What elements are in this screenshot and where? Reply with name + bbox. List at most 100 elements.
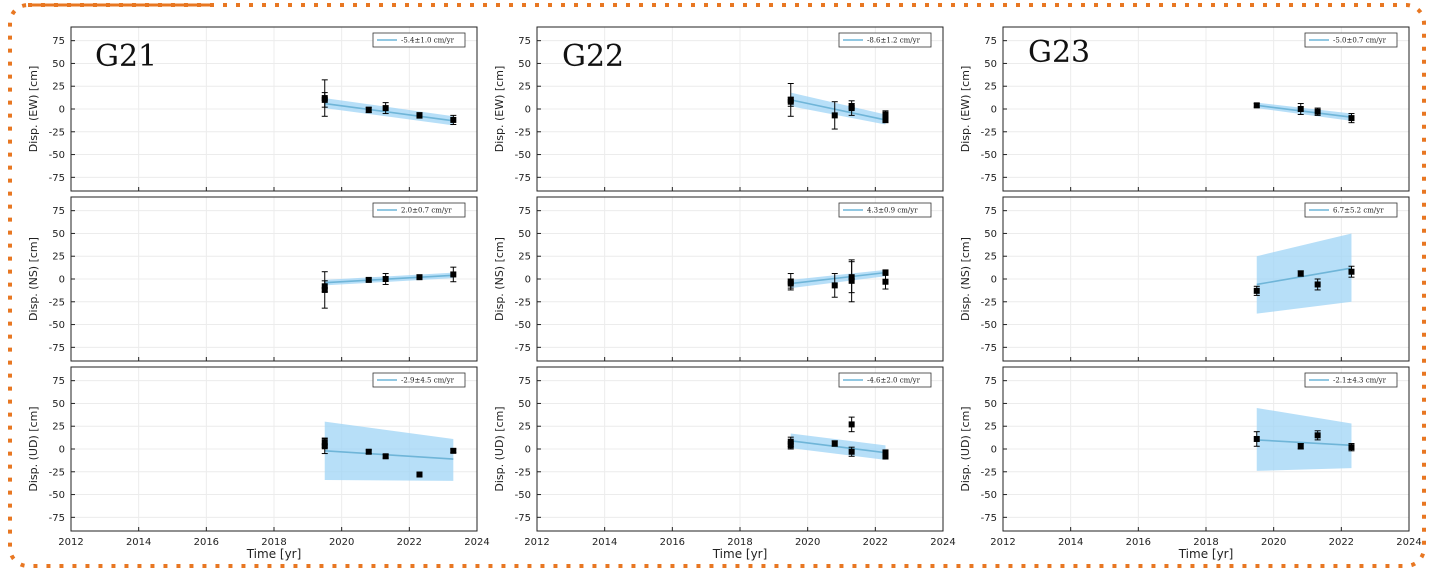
y-tick-label: -25 [515, 297, 531, 308]
y-tick-label: 50 [518, 59, 531, 70]
data-point [416, 471, 423, 478]
legend-box [372, 372, 466, 388]
data-point [848, 274, 855, 281]
data-point [882, 453, 889, 460]
y-axis-label: Disp. (NS) [cm] [959, 237, 972, 321]
fit-line [324, 450, 454, 460]
data-point [1348, 444, 1355, 451]
y-tick-label: 0 [59, 105, 65, 116]
y-tick-label: -75 [49, 343, 65, 354]
data-point [416, 274, 423, 281]
y-tick-label: 50 [984, 59, 997, 70]
legend-box [1304, 202, 1398, 218]
data-point [831, 282, 838, 289]
data-point [1314, 108, 1321, 115]
y-axis-label: Disp. (UD) [cm] [959, 406, 972, 491]
y-tick-label: -50 [515, 150, 531, 161]
station-label-g21: G21 [95, 39, 157, 74]
panel-g21-ns: 75 50 25 0 -25 -50 -75 Disp. (NS) [cm] 2.0±0.7 c… [27, 196, 478, 362]
y-tick-label: 75 [984, 376, 997, 387]
x-axis-label: Time [yr] [1178, 547, 1234, 561]
x-tick-label: 2012 [990, 537, 1015, 548]
x-tick-label: 2014 [1058, 537, 1083, 548]
y-tick-label: 0 [525, 275, 531, 286]
panel-g22-ns: 75 50 25 0 -25 -50 -75 Disp. (NS) [cm] 4.3±0.9 c… [493, 196, 944, 362]
x-tick-label: 2020 [1261, 537, 1286, 548]
fit-line [1256, 104, 1352, 118]
x-tick-label: 2014 [126, 537, 151, 548]
y-tick-label: -75 [981, 343, 997, 354]
data-point [1297, 106, 1304, 112]
data-point [1314, 432, 1321, 439]
x-tick-label: 2018 [261, 537, 286, 548]
panel-g23-ud: 75 50 25 0 -25 -50 -75 2012 2014 2016 2018 2020 2022… [959, 366, 1422, 561]
data-point [365, 106, 372, 113]
confidence-band [324, 421, 454, 481]
data-point [1253, 435, 1260, 442]
y-tick-label: -50 [981, 490, 997, 501]
y-tick-label: -75 [981, 513, 997, 524]
panel-g21-ew: 75 50 25 0 -25 -50 -75 Disp. (EW) [cm] -5.4±1.0 … [27, 26, 478, 192]
fit-line [1256, 267, 1352, 286]
x-tick-label: 2024 [464, 537, 489, 548]
y-tick-label: 25 [984, 422, 997, 433]
x-axis-label: Time [yr] [712, 547, 768, 561]
y-tick-label: -25 [981, 127, 997, 138]
y-tick-label: 0 [525, 445, 531, 456]
y-tick-label: 25 [984, 82, 997, 93]
data-point [787, 280, 794, 287]
data-point [382, 105, 389, 112]
y-tick-label: -75 [515, 343, 531, 354]
data-point [831, 112, 838, 119]
data-point [848, 103, 855, 110]
legend-box [372, 202, 466, 218]
y-tick-label: -75 [515, 513, 531, 524]
data-point [450, 116, 457, 123]
x-tick-label: 2012 [58, 537, 83, 548]
data-point [365, 276, 372, 283]
y-tick-label: 75 [984, 206, 997, 217]
x-tick-label: 2018 [727, 537, 752, 548]
data-point [1297, 270, 1304, 277]
data-point [882, 269, 889, 276]
y-axis-label: Disp. (UD) [cm] [27, 406, 40, 491]
y-tick-label: 50 [984, 229, 997, 240]
legend-entry: -4.6±2.0 cm/yr [867, 377, 921, 385]
y-tick-label: 25 [52, 252, 65, 263]
data-point [831, 440, 838, 447]
y-tick-label: 75 [52, 376, 65, 387]
y-tick-label: 0 [991, 275, 997, 286]
legend-box [838, 202, 932, 218]
y-tick-label: -75 [49, 513, 65, 524]
y-tick-label: 25 [518, 252, 531, 263]
y-tick-label: 50 [52, 229, 65, 240]
panel-g21-ud: 75 50 25 0 -25 -50 -75 2012 2014 2016 2018 2020 2022… [27, 366, 490, 561]
data-point [1314, 281, 1321, 288]
legend-entry: 4.3±0.9 cm/yr [867, 207, 918, 215]
y-tick-label: 0 [991, 105, 997, 116]
fit-line [1256, 439, 1352, 447]
y-tick-label: 25 [518, 82, 531, 93]
x-tick-label: 2020 [329, 537, 354, 548]
legend-entry: -5.4±1.0 cm/yr [401, 37, 455, 45]
x-tick-label: 2014 [592, 537, 617, 548]
y-tick-label: -25 [49, 467, 65, 478]
y-tick-label: 0 [59, 445, 65, 456]
legend-entry: 6.7±5.2 cm/yr [1333, 207, 1384, 215]
y-tick-label: -75 [981, 173, 997, 184]
y-tick-label: -25 [981, 467, 997, 478]
confidence-band [790, 269, 886, 289]
panel-g22-ud: 75 50 25 0 -25 -50 -75 2012 2014 2016 2018 2020 2022… [493, 366, 956, 561]
x-tick-label: 2022 [397, 537, 422, 548]
x-tick-label: 2018 [1193, 537, 1218, 548]
legend-entry: -8.6±1.2 cm/yr [867, 37, 921, 45]
station-label-g23: G23 [1028, 35, 1090, 70]
legend-entry: 2.0±0.7 cm/yr [401, 207, 452, 215]
data-point [848, 421, 855, 428]
y-axis-label: Disp. (EW) [cm] [959, 66, 972, 153]
x-tick-label: 2024 [930, 537, 955, 548]
y-tick-label: 0 [59, 275, 65, 286]
panel-grid: 75 50 25 0 -25 -50 -75 Disp. (EW) [cm] -5.4±1.0 … [27, 26, 1422, 561]
fit-line [790, 440, 886, 454]
fit-line [790, 271, 886, 285]
